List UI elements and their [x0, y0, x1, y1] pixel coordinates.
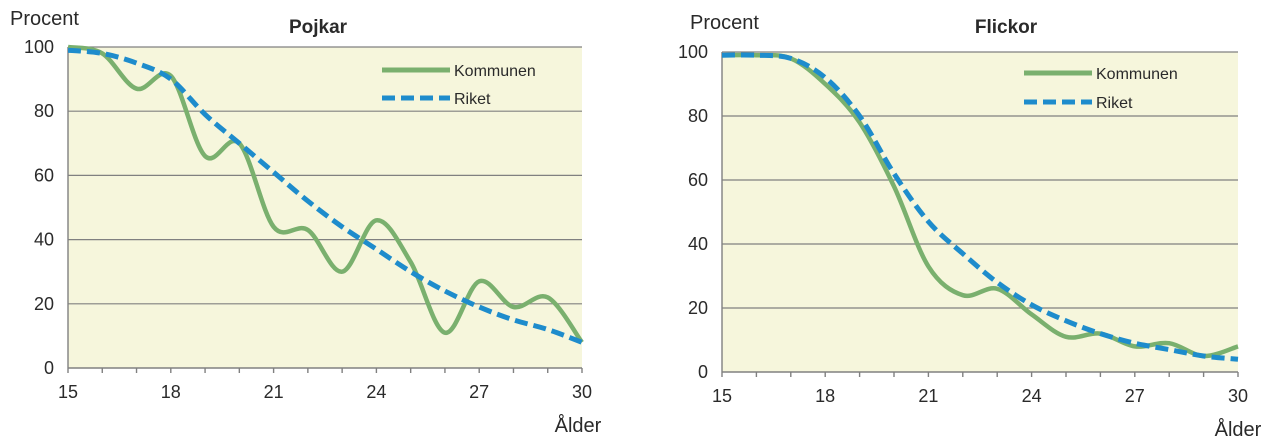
y-axis-label: Procent — [10, 8, 79, 30]
y-tick-label: 0 — [698, 362, 708, 382]
y-tick-label: 100 — [24, 37, 54, 57]
x-axis-label: Ålder — [555, 414, 602, 437]
y-tick-label: 20 — [34, 294, 54, 314]
chart-pojkar: 0 20 40 60 80 100 15 18 21 24 27 30 Kommunen Riket Poj… — [10, 8, 602, 437]
y-tick-label: 60 — [34, 165, 54, 185]
x-tick-label: 30 — [1228, 386, 1248, 406]
x-tick-label: 21 — [264, 382, 284, 402]
x-tick-label: 18 — [815, 386, 835, 406]
x-tick-label: 15 — [58, 382, 78, 402]
legend-label: Riket — [1096, 95, 1133, 112]
y-tick-label: 80 — [688, 106, 708, 126]
chart-flickor: 0 20 40 60 80 100 15 18 21 24 27 30 Kommunen Riket Fli… — [678, 12, 1262, 441]
x-tick-label: 21 — [918, 386, 938, 406]
plot-area — [68, 47, 582, 368]
legend-label: Kommunen — [1096, 66, 1178, 83]
x-tick-label: 24 — [1022, 386, 1042, 406]
y-tick-label: 40 — [688, 234, 708, 254]
y-tick-label: 20 — [688, 298, 708, 318]
series-line-kommunen — [722, 52, 1239, 359]
y-tick-label: 80 — [34, 101, 54, 121]
series-line-riket — [722, 52, 1239, 362]
y-axis-label: Procent — [690, 12, 759, 34]
y-tick-label: 100 — [678, 42, 708, 62]
legend-label: Kommunen — [454, 63, 536, 80]
x-tick-label: 18 — [161, 382, 181, 402]
series-line-riket — [68, 47, 583, 345]
x-tick-label: 24 — [366, 382, 386, 402]
chart-title: Pojkar — [289, 17, 348, 38]
x-axis-label: Ålder — [1215, 418, 1262, 441]
y-tick-label: 0 — [44, 358, 54, 378]
x-tick-label: 27 — [1125, 386, 1145, 406]
x-tick-label: 15 — [712, 386, 732, 406]
y-tick-label: 60 — [688, 170, 708, 190]
y-tick-label: 40 — [34, 230, 54, 250]
legend-label: Riket — [454, 91, 491, 108]
x-tick-label: 30 — [572, 382, 592, 402]
chart-title: Flickor — [975, 17, 1038, 38]
plot-area — [722, 52, 1238, 372]
x-tick-label: 27 — [469, 382, 489, 402]
